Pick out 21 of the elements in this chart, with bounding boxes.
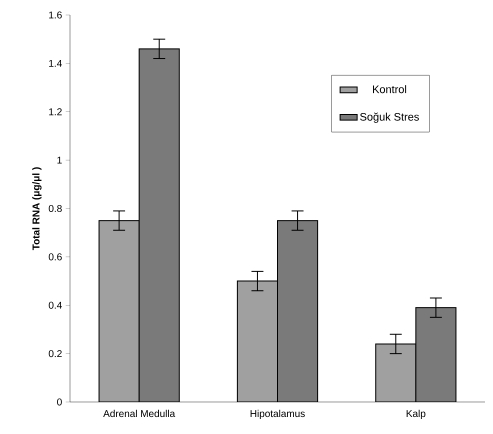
y-tick-label: 0	[57, 398, 62, 406]
y-tick-label: 0.6	[48, 253, 62, 260]
y-tick-label: 1.2	[49, 108, 62, 116]
y-tick-label: 0.2	[48, 350, 62, 358]
legend-label: Kontrol	[373, 85, 406, 94]
bar	[415, 307, 456, 402]
y-tick-label: 1	[57, 156, 62, 164]
x-tick-label: Hipotalamus	[250, 410, 305, 420]
bar	[138, 48, 180, 402]
x-tick-label: Adrenal Medulla	[103, 410, 176, 418]
legend-label: Soğuk Stres	[360, 112, 419, 123]
y-tick-label: 0.8	[48, 204, 62, 212]
y-tick-label: 1.4	[49, 60, 62, 67]
y-axis-title: Total RNA (μg/μl )	[32, 167, 42, 250]
y-tick-label: 0.4	[48, 302, 62, 309]
bar	[277, 220, 318, 402]
x-tick-label: Kalp	[406, 410, 426, 420]
y-tick-label: 1.6	[49, 11, 62, 19]
bar	[98, 220, 140, 402]
bar	[375, 343, 416, 402]
bar	[236, 280, 278, 402]
